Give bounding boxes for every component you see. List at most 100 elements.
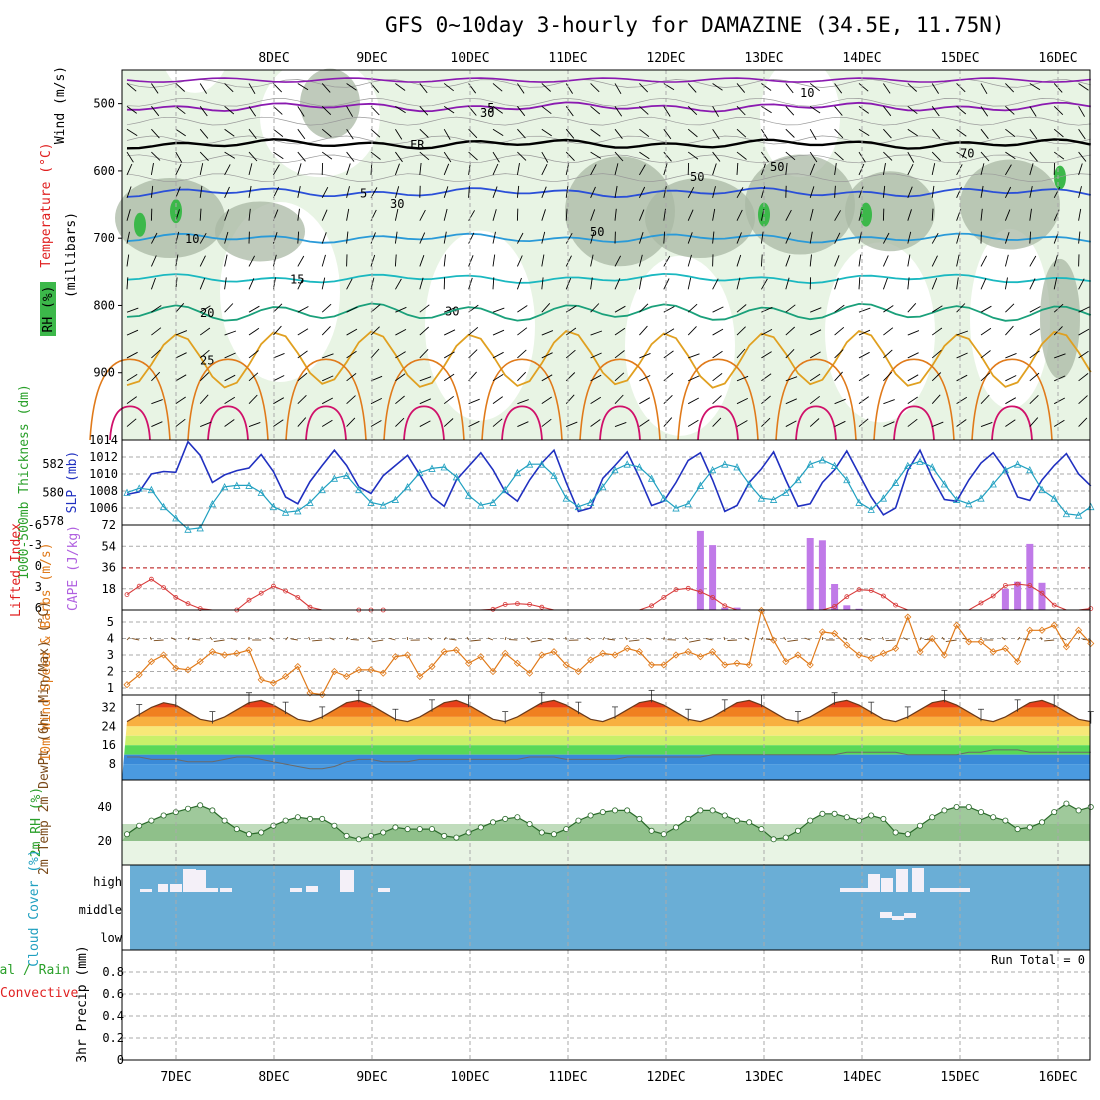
rh-point [1063, 800, 1070, 807]
wind-barb [956, 352, 968, 359]
wind-speed-point [391, 653, 399, 661]
thickness-point [818, 456, 827, 464]
wind-barb [368, 636, 372, 641]
rh-point [965, 804, 972, 811]
wind-barb [1053, 151, 1065, 160]
rh-contour [126, 135, 1091, 145]
wind-barb [541, 374, 553, 382]
wind-barb [858, 231, 862, 244]
wind-barb [395, 128, 403, 140]
wind-barb [449, 638, 457, 641]
wind-barb [346, 163, 351, 176]
wind-barb [1053, 397, 1066, 405]
wind-barb [931, 327, 943, 336]
wind-barb [663, 208, 666, 221]
wind-barb [248, 255, 255, 267]
wind-speed-point [501, 649, 509, 657]
wind-speed-point [831, 629, 839, 638]
wind-barb [541, 164, 548, 176]
wind-tick-label: 5 [107, 615, 114, 629]
thickness-point [525, 460, 534, 468]
cape-bar [1038, 582, 1046, 610]
wind-barb [1005, 352, 1017, 359]
thickness-point [208, 499, 217, 508]
rh-point [612, 807, 619, 814]
thickness-point [806, 460, 814, 468]
wind-speed-point [599, 649, 607, 657]
wind-barb [931, 208, 934, 221]
slp-tick-label: 1014 [89, 433, 118, 447]
isotherm-35-lobe [599, 405, 641, 441]
wind-barb [761, 636, 764, 641]
wind-barb [248, 394, 258, 404]
cloud-middle-bar [880, 912, 892, 918]
wind-speed-point [477, 653, 485, 661]
cape-bar [818, 540, 826, 610]
wind-barb [646, 637, 652, 641]
wind-barb [787, 639, 799, 642]
wind-tick-label: 2 [107, 665, 114, 679]
wind-speed-point [1062, 643, 1070, 651]
cloud-high-bar [881, 878, 893, 892]
wind-barb [980, 128, 989, 139]
rh-point [868, 812, 875, 819]
wind-barb [321, 106, 332, 116]
wind-barb [126, 83, 137, 92]
thickness-point [1026, 465, 1034, 474]
wind-barb [712, 395, 722, 405]
wind-barb [834, 128, 844, 139]
wind-barb [809, 186, 815, 198]
wind-barb [885, 639, 896, 642]
isotherm-line [126, 138, 1092, 150]
wind-barb [565, 83, 573, 94]
wind-barb [980, 106, 989, 117]
wind-barb [1029, 208, 1032, 221]
slp-tick-label: 1012 [89, 450, 118, 464]
wind-barb [931, 349, 942, 359]
wind-barb [956, 396, 968, 405]
wind-barb [858, 351, 870, 359]
rh-point [160, 812, 167, 819]
isotherm-line [126, 101, 1091, 113]
rh-point [233, 826, 240, 833]
wind-barb [614, 278, 621, 290]
wind-barb [1078, 128, 1086, 140]
wind-barb [516, 163, 520, 176]
wind-barb [395, 151, 403, 163]
thickness-point [184, 525, 192, 533]
wind-barb [883, 106, 892, 117]
thickness-point [696, 481, 705, 489]
slp-line [126, 440, 1092, 516]
wind-barb [882, 185, 886, 198]
wind-barb [760, 186, 766, 198]
rh-contour-label: 70 [960, 146, 974, 160]
wind-barb [614, 163, 619, 176]
thickness-point [782, 488, 790, 496]
wind-speed-point [489, 667, 497, 676]
wind-barb [199, 394, 209, 404]
wind-barb [883, 232, 890, 244]
wind-barb [248, 305, 260, 313]
wind-barb [1078, 83, 1089, 91]
wind-barb [590, 83, 600, 93]
wind-barb [684, 636, 689, 641]
isotherm-35-lobe [501, 405, 543, 441]
wind-barb [224, 83, 234, 93]
isotherm-30-lobe [187, 358, 269, 441]
wind-barb [199, 208, 202, 221]
wind-barb [297, 208, 300, 221]
rh-point [856, 817, 863, 824]
wind-barb [150, 277, 156, 290]
wind-barb [687, 83, 697, 93]
li-tick-label: 0 [35, 559, 42, 573]
wind-speed-point [257, 676, 265, 684]
wind-barb [492, 163, 499, 176]
wind-barb [541, 151, 549, 163]
wind-speed-point [379, 669, 387, 677]
wind-barb [956, 277, 959, 290]
saturated-region [860, 202, 872, 227]
rh-contour-label: 30 [480, 106, 494, 120]
wind-barb [907, 374, 919, 382]
wind-barb [761, 83, 772, 91]
wind-barb [858, 186, 864, 198]
